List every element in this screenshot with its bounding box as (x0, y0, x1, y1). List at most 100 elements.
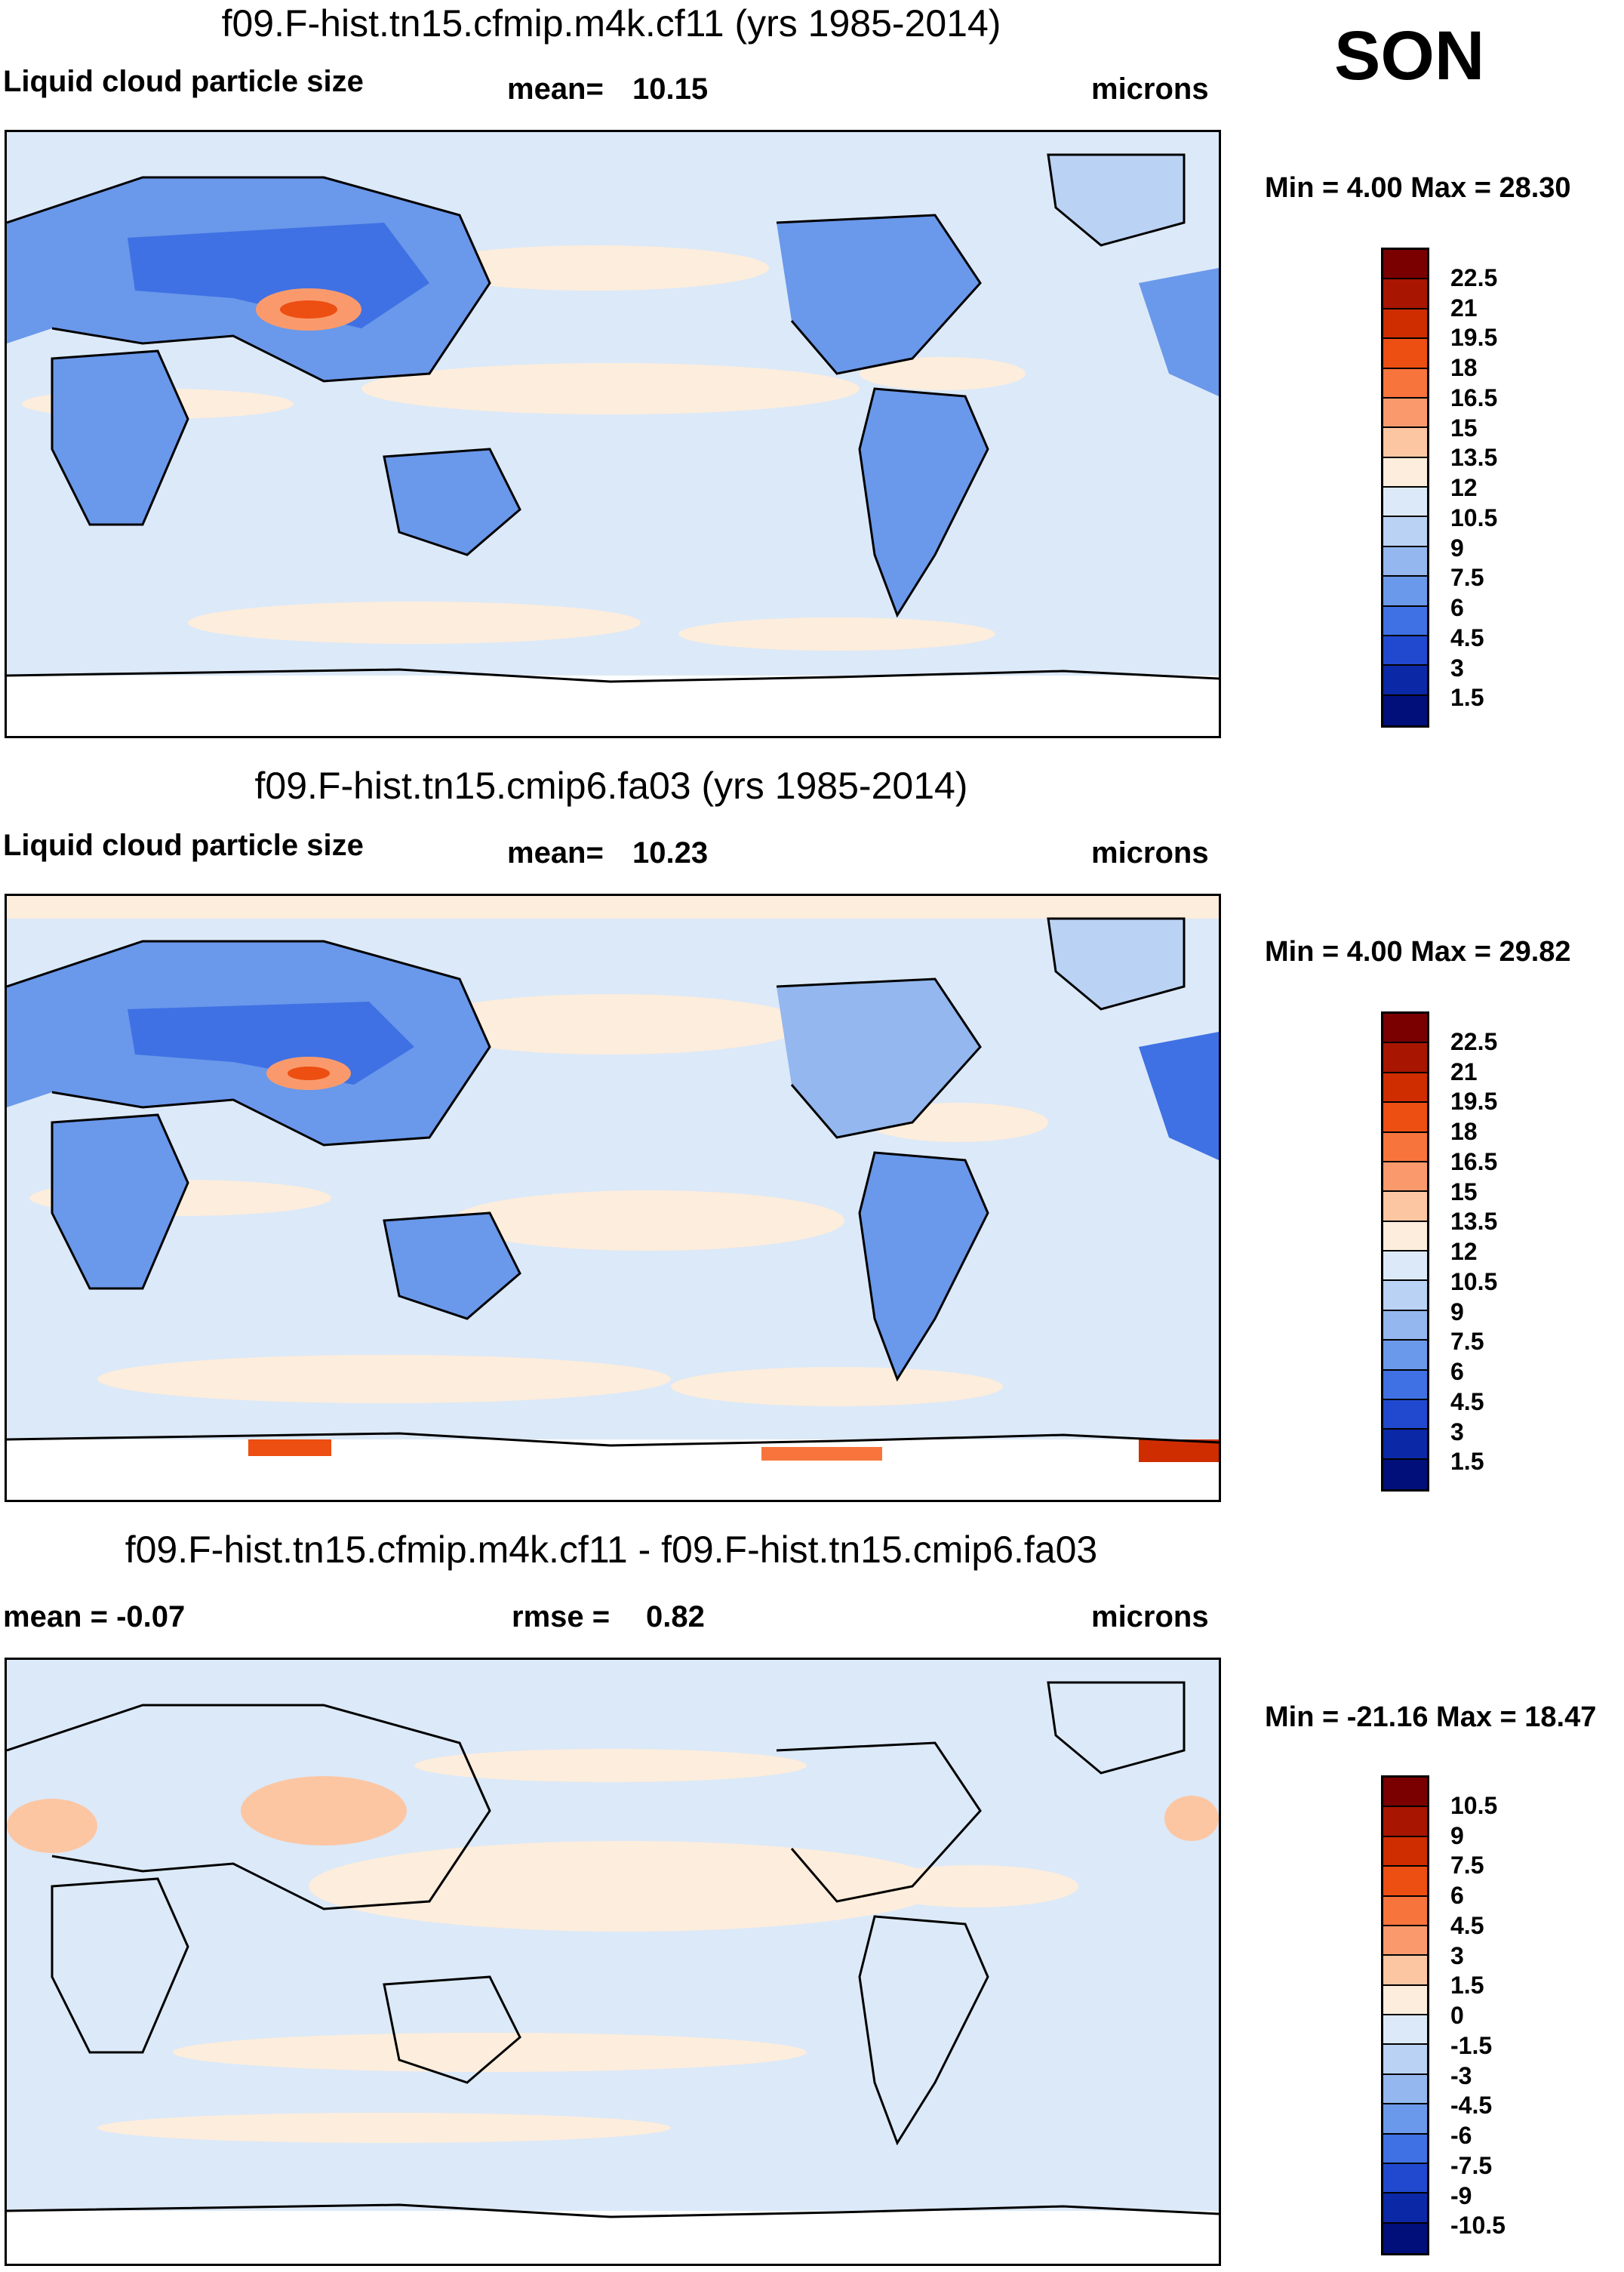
panel3-rmse-label: rmse = (512, 1600, 611, 1633)
colorbar-swatch (1383, 1459, 1427, 1489)
colorbar-swatch (1383, 1251, 1427, 1282)
colorbar-swatch (1383, 2104, 1427, 2135)
colorbar-tick-label: 21 (1450, 294, 1478, 322)
colorbar-tick-label: 10.5 (1450, 1791, 1498, 1819)
panel1-units: microns (1091, 72, 1209, 106)
greenland-land (1048, 919, 1184, 1009)
south-pacific-band (452, 1190, 844, 1251)
eurasia-coast (7, 1704, 491, 1910)
central-asia-anomaly (241, 1776, 407, 1846)
south-america-land (860, 1153, 988, 1379)
colorbar-swatch (1383, 1103, 1427, 1133)
colorbar-tick-label: 21 (1450, 1057, 1478, 1085)
europe-edge-land (1139, 1032, 1219, 1160)
colorbar-tick-label: -7.5 (1450, 2151, 1493, 2179)
colorbar-tick-label: 3 (1450, 1941, 1464, 1969)
southern-ocean-band-1 (97, 1355, 671, 1403)
south-america-coast (858, 1151, 989, 1382)
panel1-map (5, 130, 1221, 738)
southern-ocean-band (97, 2113, 671, 2143)
season-label: SON (1334, 17, 1485, 94)
panel2-units: microns (1091, 836, 1209, 870)
colorbar-swatch (1383, 1430, 1427, 1460)
antarctic-coast-anomaly-3 (1139, 1439, 1219, 1462)
colorbar-tick-label: 1.5 (1450, 1972, 1484, 2000)
north-pacific-band (414, 994, 807, 1054)
north-pacific-band (422, 245, 769, 291)
colorbar-swatch (1383, 1192, 1427, 1222)
colorbar-swatch (1383, 1778, 1427, 1808)
north-america-coast (776, 214, 982, 375)
north-pacific-band (414, 1749, 807, 1782)
antarctica-coast (7, 2203, 1219, 2218)
colorbar-tick-label: 18 (1450, 1118, 1478, 1145)
panel2-mean-label: mean= (507, 836, 604, 870)
colorbar-tick-label: 12 (1450, 474, 1478, 501)
colorbar-swatch (1383, 2015, 1427, 2046)
antarctica-coast (7, 668, 1219, 683)
panel3-units: microns (1091, 1600, 1209, 1633)
panel2-colorbar-ticks: 22.5 21 19.5 18 16.5 15 13.5 12 10.5 9 7.5 6 4.5 3 1.5 (1443, 1011, 1564, 1492)
colorbar-swatch (1383, 368, 1427, 399)
colorbar-swatch (1383, 488, 1427, 518)
panel2-map-svg (7, 896, 1219, 1500)
colorbar-tick-label: 4.5 (1450, 1911, 1484, 1939)
colorbar-tick-label: 9 (1450, 1298, 1464, 1325)
panel3-mean-label: mean = -0.07 (3, 1600, 186, 1633)
antarctica (7, 1439, 1219, 1500)
tibet-anomaly-core (288, 1067, 330, 1080)
eurasia-coast (7, 176, 491, 383)
colorbar-tick-label: 6 (1450, 1882, 1464, 1909)
colorbar-swatch (1383, 1836, 1427, 1867)
colorbar-tick-label: 16.5 (1450, 383, 1498, 411)
north-america-coast (776, 977, 982, 1139)
colorbar-swatch (1383, 250, 1427, 280)
colorbar-tick-label: 4.5 (1450, 1387, 1484, 1415)
africa-coast (51, 1113, 189, 1290)
colorbar-swatch (1383, 279, 1427, 309)
colorbar-swatch (1383, 1043, 1427, 1073)
colorbar-swatch (1383, 2134, 1427, 2164)
colorbar-tick-label: 16.5 (1450, 1147, 1498, 1175)
colorbar-swatch (1383, 1867, 1427, 1897)
colorbar-swatch (1383, 1985, 1427, 2015)
colorbar-swatch (1383, 457, 1427, 488)
europe-anomaly (7, 1799, 97, 1853)
colorbar-tick-label: -10.5 (1450, 2212, 1506, 2240)
antarctic-coast-anomaly-2 (761, 1447, 882, 1461)
panel1-mean-value: 10.15 (632, 72, 709, 106)
antarctic-coast-anomaly-1 (248, 1439, 331, 1456)
africa-land (52, 351, 188, 525)
colorbar-swatch (1383, 1896, 1427, 1926)
colorbar-tick-label: 7.5 (1450, 564, 1484, 592)
eurasia-coast (7, 940, 491, 1147)
africa-land (52, 1115, 188, 1288)
tibet-anomaly-core (280, 300, 337, 319)
greenland-land (1048, 155, 1184, 245)
colorbar-tick-label: 10.5 (1450, 503, 1498, 531)
colorbar-tick-label: 13.5 (1450, 1208, 1498, 1236)
panel3-title: f09.F-hist.tn15.cfmip.m4k.cf11 - f09.F-h… (125, 1529, 1098, 1571)
colorbar-swatch (1383, 636, 1427, 667)
colorbar-tick-label: -3 (1450, 2061, 1472, 2089)
colorbar-tick-label: -1.5 (1450, 2031, 1493, 2059)
colorbar-tick-label: 3 (1450, 654, 1464, 682)
tropical-pacific-band (309, 1841, 943, 1932)
colorbar-swatch (1383, 2074, 1427, 2105)
colorbar-swatch (1383, 1926, 1427, 1956)
colorbar-swatch (1383, 1399, 1427, 1430)
colorbar-tick-label: 1.5 (1450, 1448, 1484, 1476)
colorbar-tick-label: 9 (1450, 534, 1464, 562)
colorbar-tick-label: 22.5 (1450, 263, 1498, 291)
colorbar-swatch (1383, 695, 1427, 725)
east-pacific-band (361, 363, 860, 414)
south-pacific-band (173, 2033, 807, 2072)
colorbar-tick-label: 6 (1450, 594, 1464, 621)
panel3-colorbar (1381, 1775, 1429, 2255)
greenland-coast (1047, 1681, 1186, 1775)
colorbar-swatch (1383, 546, 1427, 577)
southern-ocean-band-2 (678, 617, 995, 651)
greenland-coast (1047, 153, 1186, 247)
colorbar-swatch (1383, 339, 1427, 369)
colorbar-tick-label: 4.5 (1450, 623, 1484, 651)
